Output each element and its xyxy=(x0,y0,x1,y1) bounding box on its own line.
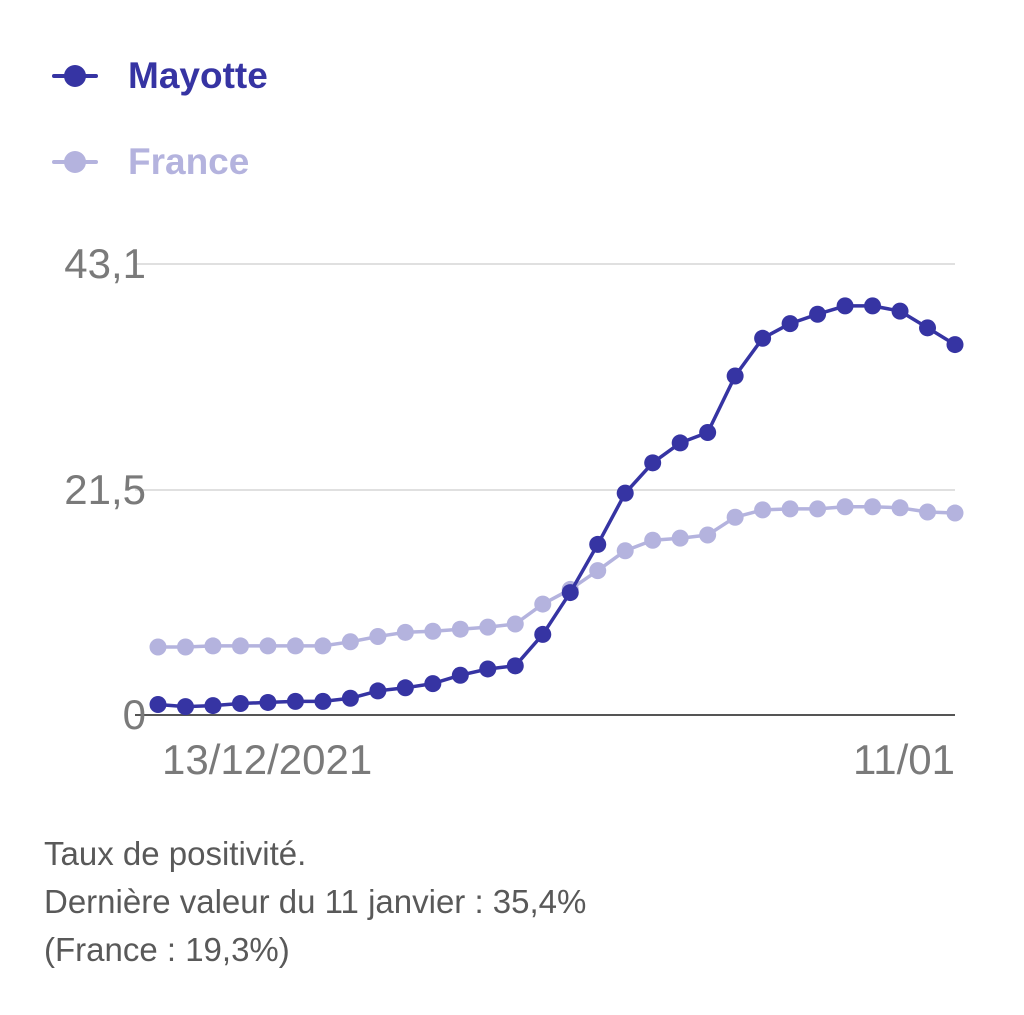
data-point-mayotte[interactable] xyxy=(534,625,552,643)
legend-item-mayotte[interactable]: Mayotte xyxy=(52,48,268,104)
legend-marker-france xyxy=(52,147,98,177)
data-point-france[interactable] xyxy=(809,500,827,518)
y-tick-label-1: 21,5 xyxy=(64,466,146,513)
series-layer xyxy=(149,297,964,716)
data-point-mayotte[interactable] xyxy=(369,682,387,700)
data-point-mayotte[interactable] xyxy=(754,329,772,347)
data-point-france[interactable] xyxy=(616,542,634,560)
data-point-mayotte[interactable] xyxy=(726,367,744,385)
legend-label-mayotte: Mayotte xyxy=(128,55,268,96)
data-point-mayotte[interactable] xyxy=(396,679,414,697)
data-point-mayotte[interactable] xyxy=(506,657,524,675)
data-point-france[interactable] xyxy=(259,637,277,655)
legend-marker-mayotte xyxy=(52,61,98,91)
data-point-france[interactable] xyxy=(919,503,937,521)
line-chart: 0 21,5 43,1 13/12/2021 11/01 xyxy=(64,240,964,783)
data-point-france[interactable] xyxy=(754,501,772,519)
chart-caption: Taux de positivité. Dernière valeur du 1… xyxy=(44,830,586,974)
data-point-mayotte[interactable] xyxy=(451,666,469,684)
data-point-mayotte[interactable] xyxy=(314,692,332,710)
data-point-france[interactable] xyxy=(781,500,799,518)
series-line-france xyxy=(156,505,957,649)
data-point-france[interactable] xyxy=(836,498,854,516)
data-point-mayotte[interactable] xyxy=(781,315,799,333)
caption-france-value: (France : 19,3%) xyxy=(44,931,290,968)
data-point-mayotte[interactable] xyxy=(809,305,827,323)
caption-last-value: Dernière valeur du 11 janvier : 35,4% xyxy=(44,883,587,920)
data-point-mayotte[interactable] xyxy=(341,689,359,707)
series-mayotte xyxy=(149,297,964,716)
data-point-mayotte[interactable] xyxy=(259,693,277,711)
data-point-france[interactable] xyxy=(891,499,909,517)
x-tick-label-end: 11/01 xyxy=(853,736,955,783)
data-point-france[interactable] xyxy=(726,508,744,526)
data-point-france[interactable] xyxy=(864,498,882,516)
x-tick-label-start: 13/12/2021 xyxy=(162,736,372,783)
data-point-mayotte[interactable] xyxy=(671,434,689,452)
data-point-france[interactable] xyxy=(341,633,359,651)
data-point-mayotte[interactable] xyxy=(589,535,607,553)
series-france xyxy=(149,498,964,656)
data-point-france[interactable] xyxy=(314,637,332,655)
data-point-mayotte[interactable] xyxy=(561,584,579,602)
data-point-france[interactable] xyxy=(644,531,662,549)
data-point-france[interactable] xyxy=(396,623,414,641)
data-point-mayotte[interactable] xyxy=(891,302,909,320)
data-point-france[interactable] xyxy=(424,622,442,640)
data-point-mayotte[interactable] xyxy=(204,697,222,715)
legend-item-france[interactable]: France xyxy=(52,134,268,190)
data-point-france[interactable] xyxy=(286,637,304,655)
data-point-mayotte[interactable] xyxy=(644,454,662,472)
y-axis-tick-labels: 0 21,5 43,1 xyxy=(64,240,146,738)
data-point-france[interactable] xyxy=(589,562,607,580)
data-point-mayotte[interactable] xyxy=(836,297,854,315)
data-point-mayotte[interactable] xyxy=(919,319,937,337)
data-point-france[interactable] xyxy=(149,638,167,656)
data-point-mayotte[interactable] xyxy=(946,336,964,354)
data-point-france[interactable] xyxy=(671,529,689,547)
data-point-france[interactable] xyxy=(946,504,964,522)
y-tick-label-2: 43,1 xyxy=(64,240,146,287)
data-point-mayotte[interactable] xyxy=(864,297,882,315)
gridlines xyxy=(135,263,955,716)
data-point-mayotte[interactable] xyxy=(479,660,497,678)
data-point-france[interactable] xyxy=(451,620,469,638)
data-point-france[interactable] xyxy=(699,526,717,544)
data-point-france[interactable] xyxy=(231,637,249,655)
data-point-mayotte[interactable] xyxy=(176,698,194,716)
data-point-mayotte[interactable] xyxy=(424,675,442,693)
data-point-france[interactable] xyxy=(506,615,524,633)
data-point-mayotte[interactable] xyxy=(231,694,249,712)
data-point-france[interactable] xyxy=(534,595,552,613)
data-point-france[interactable] xyxy=(369,628,387,646)
data-point-france[interactable] xyxy=(204,637,222,655)
legend-label-france: France xyxy=(128,141,250,182)
data-point-mayotte[interactable] xyxy=(616,484,634,502)
data-point-mayotte[interactable] xyxy=(149,696,167,714)
legend: Mayotte France xyxy=(52,48,268,220)
x-axis-tick-labels: 13/12/2021 11/01 xyxy=(162,736,955,783)
data-point-france[interactable] xyxy=(176,638,194,656)
data-point-mayotte[interactable] xyxy=(286,692,304,710)
data-point-mayotte[interactable] xyxy=(699,423,717,441)
data-point-france[interactable] xyxy=(479,618,497,636)
caption-title: Taux de positivité. xyxy=(44,835,307,872)
y-tick-label-0: 0 xyxy=(123,691,146,738)
